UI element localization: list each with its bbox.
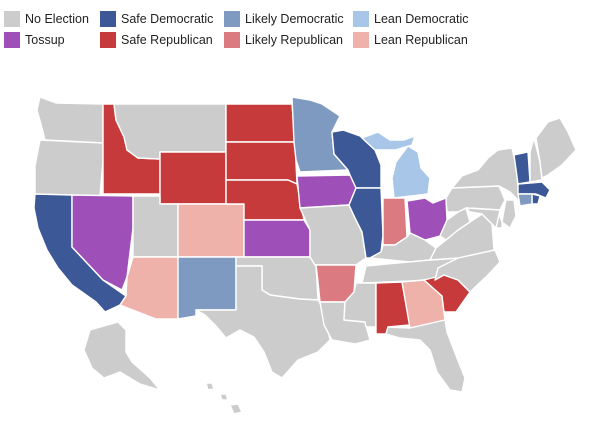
state-ri[interactable] bbox=[531, 193, 541, 205]
legend-swatch-likely-democratic bbox=[224, 11, 240, 27]
state-nj[interactable] bbox=[501, 199, 517, 229]
state-hi[interactable] bbox=[205, 382, 243, 415]
legend-swatch-no-election bbox=[4, 11, 20, 27]
legend-item-lean-republican: Lean Republican bbox=[353, 32, 468, 48]
legend-item-safe-democratic: Safe Democratic bbox=[100, 11, 213, 27]
legend-label-safe-democratic: Safe Democratic bbox=[121, 12, 214, 26]
legend-item-tossup: Tossup bbox=[4, 32, 65, 48]
map-legend: No Election Safe Democratic Likely Democ… bbox=[4, 11, 600, 51]
legend-item-likely-democratic: Likely Democratic bbox=[224, 11, 344, 27]
legend-swatch-tossup bbox=[4, 32, 20, 48]
state-fl[interactable] bbox=[385, 319, 466, 393]
legend-swatch-likely-republican bbox=[224, 32, 240, 48]
state-co[interactable] bbox=[177, 203, 245, 258]
state-wy[interactable] bbox=[159, 151, 227, 205]
state-mi-lower[interactable] bbox=[391, 145, 431, 199]
legend-label-tossup: Tossup bbox=[25, 33, 65, 47]
legend-label-safe-republican: Safe Republican bbox=[121, 33, 213, 47]
state-ia[interactable] bbox=[296, 174, 357, 209]
legend-label-lean-democratic: Lean Democratic bbox=[374, 12, 469, 26]
state-or[interactable] bbox=[34, 139, 104, 197]
legend-swatch-lean-republican bbox=[353, 32, 369, 48]
state-mi-upper[interactable] bbox=[361, 131, 416, 151]
legend-item-safe-republican: Safe Republican bbox=[100, 32, 213, 48]
state-in[interactable] bbox=[382, 197, 408, 246]
legend-swatch-safe-democratic bbox=[100, 11, 116, 27]
state-sd[interactable] bbox=[225, 141, 298, 185]
legend-item-likely-republican: Likely Republican bbox=[224, 32, 343, 48]
state-mt[interactable] bbox=[113, 103, 227, 160]
legend-label-likely-democratic: Likely Democratic bbox=[245, 12, 344, 26]
state-ks[interactable] bbox=[243, 219, 311, 258]
legend-label-lean-republican: Lean Republican bbox=[374, 33, 468, 47]
legend-swatch-safe-republican bbox=[100, 32, 116, 48]
legend-label-likely-republican: Likely Republican bbox=[245, 33, 343, 47]
legend-swatch-lean-democratic bbox=[353, 11, 369, 27]
state-ct[interactable] bbox=[517, 193, 533, 207]
legend-item-lean-democratic: Lean Democratic bbox=[353, 11, 469, 27]
state-me[interactable] bbox=[535, 117, 577, 179]
legend-label-no-election: No Election bbox=[25, 12, 89, 26]
state-ut[interactable] bbox=[132, 195, 179, 258]
state-ak[interactable] bbox=[83, 321, 161, 391]
state-tx[interactable] bbox=[195, 265, 331, 379]
state-nd[interactable] bbox=[225, 103, 296, 143]
state-md[interactable] bbox=[465, 207, 501, 229]
state-wa[interactable] bbox=[36, 96, 104, 144]
legend-item-no-election: No Election bbox=[4, 11, 89, 27]
state-il[interactable] bbox=[348, 187, 384, 259]
